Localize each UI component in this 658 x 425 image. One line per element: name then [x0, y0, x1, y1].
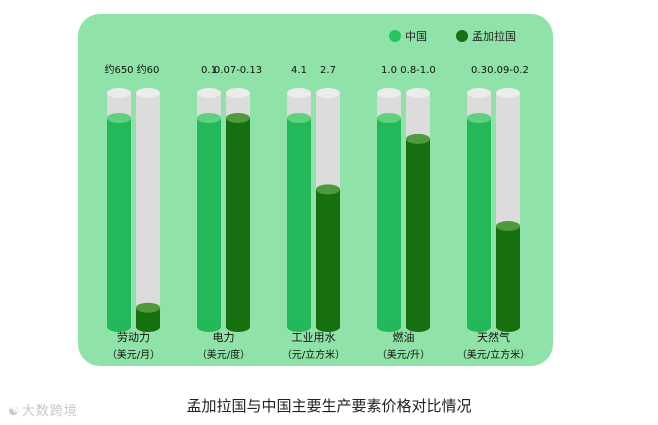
bar-china [287, 118, 311, 327]
bar-top-china [287, 113, 311, 123]
category-unit: （美元/月） [107, 348, 160, 361]
chart-title: 孟加拉国与中国主要生产要素价格对比情况 [186, 397, 472, 415]
watermark-text: 大数跨境 [21, 404, 78, 419]
bar-china [377, 118, 401, 327]
bar-china [197, 118, 221, 327]
data-label-bangladesh: 0.09-0.2 [487, 65, 529, 76]
legend-marker-bangladesh [456, 30, 468, 42]
data-label-china: 1.0 [381, 65, 397, 76]
category-label: 工业用水 [292, 331, 336, 344]
category-label: 燃油 [393, 330, 415, 344]
category-label: 天然气 [477, 330, 510, 344]
tube-bangladesh [136, 93, 160, 327]
bar-bangladesh [496, 225, 520, 327]
tube-cap-china [467, 88, 491, 98]
tube-cap-china [197, 88, 221, 98]
bar-base-bangladesh [316, 322, 340, 332]
category-unit: （美元/立方米） [457, 348, 530, 361]
bar-bangladesh [406, 138, 430, 327]
bar-top-china [107, 113, 131, 123]
data-label-bangladesh: 0.07-0.13 [214, 65, 262, 76]
category-unit: （元/立方米） [282, 348, 345, 361]
data-label-bangladesh: 0.8-1.0 [400, 65, 435, 76]
data-label-bangladesh: 2.7 [320, 65, 336, 76]
tube-cap-china [377, 88, 401, 98]
legend-label-china: 中国 [405, 30, 427, 43]
legend-label-bangladesh: 孟加拉国 [472, 29, 516, 43]
legend-marker-china [389, 30, 401, 42]
bar-bangladesh [316, 189, 340, 327]
bar-china [107, 118, 131, 327]
data-label-bangladesh: 约60 [137, 63, 160, 76]
tube-cap-bangladesh [316, 88, 340, 98]
bar-base-bangladesh [136, 322, 160, 332]
tube-cap-bangladesh [496, 88, 520, 98]
bar-top-bangladesh [226, 113, 250, 123]
data-label-china: 约650 [104, 63, 133, 76]
bar-bangladesh [226, 118, 250, 327]
watermark-logo-icon: ☯ [8, 404, 20, 418]
bar-top-bangladesh [406, 133, 430, 144]
tube-cap-bangladesh [136, 88, 160, 98]
bar-base-bangladesh [406, 322, 430, 332]
bar-base-china [377, 322, 401, 332]
bar-base-china [467, 322, 491, 332]
bar-base-bangladesh [226, 322, 250, 332]
data-label-china: 4.1 [291, 65, 307, 76]
bar-top-bangladesh [316, 184, 340, 195]
bar-top-china [197, 113, 221, 123]
bar-top-bangladesh [136, 302, 160, 313]
watermark: ☯ 大数跨境 [8, 400, 78, 419]
bar-base-china [197, 322, 221, 332]
category-label: 电力 [213, 331, 235, 344]
bar-top-china [467, 113, 491, 123]
category-unit: （美元/度） [197, 348, 250, 361]
tube-cap-bangladesh [406, 88, 430, 98]
bar-base-china [287, 322, 311, 332]
category-unit: （美元/升） [377, 348, 430, 361]
bar-top-bangladesh [496, 220, 520, 231]
category-label: 劳动力 [117, 331, 150, 344]
tube-cap-bangladesh [226, 88, 250, 98]
bar-base-bangladesh [496, 322, 520, 332]
tube-cap-china [287, 88, 311, 98]
bar-bangladesh [136, 307, 160, 327]
bar-base-china [107, 322, 131, 332]
data-label-china: 0.1 [201, 65, 217, 76]
bar-top-china [377, 113, 401, 123]
data-label-china: 0.3 [471, 65, 487, 76]
bar-china [467, 118, 491, 327]
tube-cap-china [107, 88, 131, 98]
